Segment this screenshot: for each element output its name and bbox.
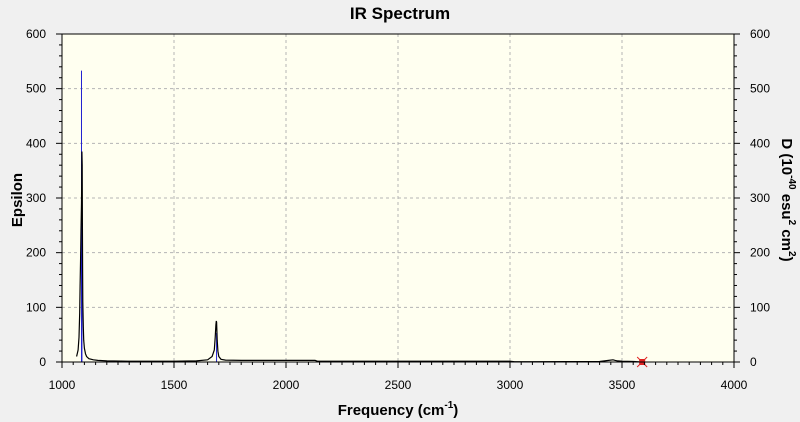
y2-tick-label: 600 — [750, 27, 770, 41]
y2-axis-label-superscript: 2 — [786, 220, 797, 226]
y-tick-label: 500 — [26, 82, 46, 96]
y2-tick-label: 400 — [750, 136, 770, 150]
y-tick-label: 0 — [39, 355, 46, 369]
y2-tick-label: 100 — [750, 300, 770, 314]
x-tick-label: 1500 — [161, 378, 188, 392]
y2-tick-label: 300 — [750, 191, 770, 205]
chart-title: IR Spectrum — [350, 4, 450, 23]
y-tick-label: 400 — [26, 136, 46, 150]
y2-axis-label-text: esu — [778, 190, 795, 220]
y-axis-label: Epsilon — [9, 173, 26, 227]
x-tick-label: 3000 — [497, 378, 524, 392]
x-tick-label: 2500 — [385, 378, 412, 392]
y2-tick-label: 500 — [750, 82, 770, 96]
x-tick-label: 1000 — [49, 378, 76, 392]
y2-axis-label-text: D (10 — [778, 138, 795, 175]
y2-axis-label-text: cm — [778, 225, 795, 251]
y2-axis-label-superscript: 2 — [786, 251, 797, 257]
y-tick-label: 200 — [26, 246, 46, 260]
y-tick-label: 600 — [26, 27, 46, 41]
y2-tick-label: 0 — [750, 355, 757, 369]
spectrum-line — [76, 151, 643, 363]
x-tick-label: 3500 — [609, 378, 636, 392]
y2-axis-label-superscript: -40 — [786, 175, 797, 190]
y2-axis-label-text: ) — [778, 257, 795, 262]
x-axis-label-superscript: -1 — [444, 400, 453, 411]
x-axis-label-end: ) — [453, 402, 458, 419]
x-axis-label: Frequency (cm-1) — [338, 400, 459, 419]
x-tick-label: 4000 — [721, 378, 748, 392]
y-tick-label: 300 — [26, 191, 46, 205]
y-tick-label: 100 — [26, 300, 46, 314]
y2-tick-label: 200 — [750, 246, 770, 260]
grid-lines — [62, 34, 734, 362]
y2-axis-label: D (10-40 esu2 cm2) — [778, 138, 797, 261]
x-tick-label: 2000 — [273, 378, 300, 392]
x-axis-label-main: Frequency (cm — [338, 402, 445, 419]
